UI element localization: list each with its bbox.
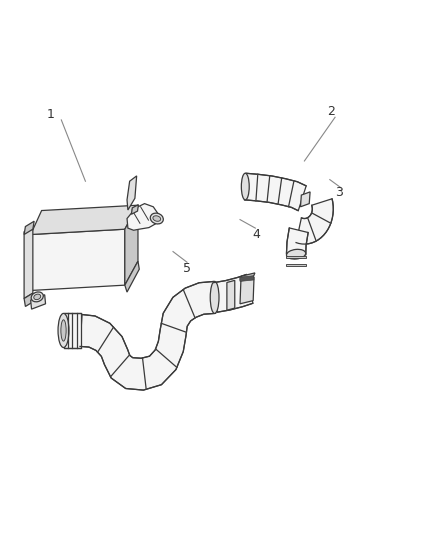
- Polygon shape: [125, 205, 138, 285]
- Polygon shape: [24, 293, 34, 306]
- Ellipse shape: [61, 320, 66, 341]
- Ellipse shape: [58, 313, 69, 348]
- Polygon shape: [286, 256, 306, 259]
- Polygon shape: [296, 199, 333, 244]
- Ellipse shape: [286, 249, 306, 259]
- Polygon shape: [286, 228, 308, 255]
- Polygon shape: [24, 221, 34, 235]
- Polygon shape: [127, 176, 137, 210]
- Ellipse shape: [31, 292, 43, 302]
- Polygon shape: [214, 274, 253, 312]
- Polygon shape: [240, 277, 254, 304]
- Ellipse shape: [34, 294, 41, 300]
- Bar: [240, 276, 254, 281]
- Polygon shape: [24, 229, 33, 298]
- Ellipse shape: [150, 213, 163, 224]
- Polygon shape: [31, 205, 138, 235]
- Text: 2: 2: [327, 106, 335, 118]
- Text: 4: 4: [252, 228, 260, 241]
- Text: 5: 5: [184, 262, 191, 274]
- Polygon shape: [227, 280, 235, 310]
- Polygon shape: [125, 261, 139, 292]
- Ellipse shape: [241, 173, 249, 200]
- Polygon shape: [300, 192, 310, 207]
- Polygon shape: [80, 281, 215, 390]
- Polygon shape: [131, 205, 138, 214]
- Polygon shape: [240, 273, 255, 280]
- Polygon shape: [286, 264, 306, 266]
- Polygon shape: [127, 204, 158, 230]
- Polygon shape: [244, 173, 306, 211]
- Text: 1: 1: [46, 108, 54, 121]
- Ellipse shape: [153, 216, 161, 221]
- Polygon shape: [31, 295, 46, 309]
- Text: 3: 3: [336, 187, 343, 199]
- Polygon shape: [31, 229, 125, 290]
- Polygon shape: [64, 313, 81, 348]
- Ellipse shape: [210, 281, 219, 313]
